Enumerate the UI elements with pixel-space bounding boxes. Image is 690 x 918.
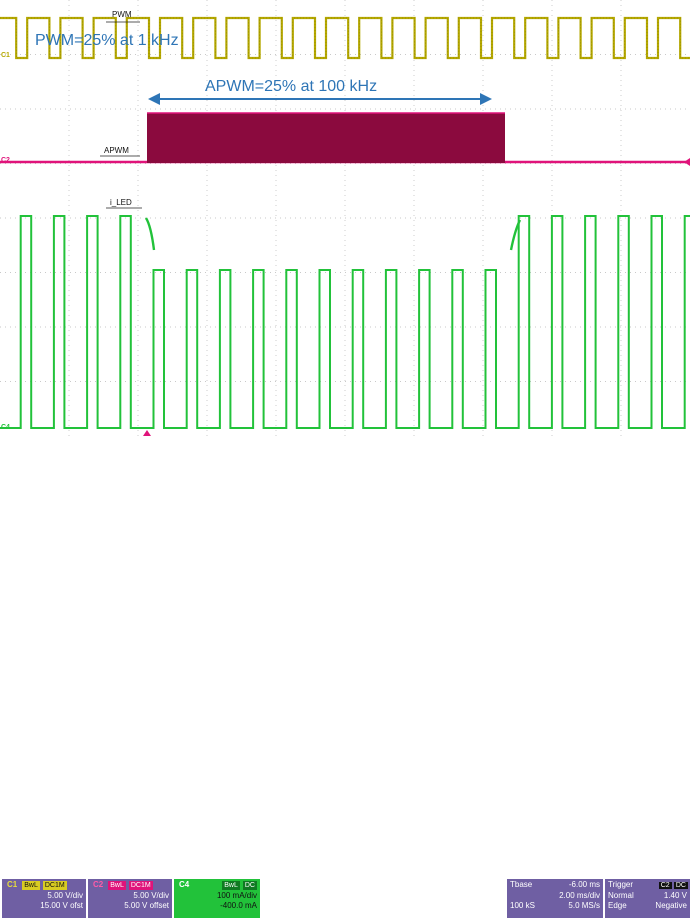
trigger-type: Edge (608, 901, 627, 910)
trigger-position-marker (143, 430, 151, 436)
status-bar: C1 BwL DC1M 5.00 V/div 15.00 V ofst C2 B… (0, 436, 690, 918)
c2-ground-marker[interactable]: C2 (1, 157, 10, 164)
c1-volts-per-div: 5.00 V/div (47, 891, 83, 900)
timebase-panel[interactable]: Tbase -6.00 ms 2.00 ms/div 100 kS 5.0 MS… (507, 879, 603, 918)
apwm-trace-label: APWM (104, 146, 129, 155)
c1-ground-marker[interactable]: C1 (1, 52, 10, 59)
apwm-annotation: APWM=25% at 100 kHz (205, 78, 378, 95)
c1-bw-badge: BwL (22, 880, 40, 890)
c2-bw-badge: BwL (108, 880, 126, 890)
pwm-noise (0, 17, 690, 59)
c4-ground-marker[interactable]: C4 (1, 424, 10, 431)
trigger-slope: Negative (655, 901, 687, 910)
iled-decay-transient (144, 217, 156, 251)
apwm-arrow-left (148, 93, 160, 105)
c1-tag: C1 (7, 880, 18, 889)
iled-trace-label: i_LED (110, 198, 132, 207)
c4-amps-per-div: 100 mA/div (216, 891, 257, 900)
timebase-delay: -6.00 ms (568, 880, 600, 889)
waveform-display: PWM=25% at 1 kHz APWM=25% at 100 kHz PWM… (0, 0, 690, 436)
waveform-plot (0, 0, 690, 436)
pwm-trace-label: PWM (112, 10, 132, 19)
apwm-burst (147, 113, 505, 163)
trigger-label: Trigger (608, 880, 634, 889)
c2-offset: 5.00 V offset (124, 901, 169, 910)
timebase-scale: 2.00 ms/div (559, 891, 600, 900)
channel-panel-c1[interactable]: C1 BwL DC1M 5.00 V/div 15.00 V ofst (2, 879, 86, 918)
c1-coupling-badge: DC1M (42, 880, 67, 890)
c4-tag: C4 (179, 880, 190, 889)
trigger-panel[interactable]: Trigger C2 DC Normal 1.40 V Edge Negativ… (605, 879, 690, 918)
iled-waveform (0, 215, 690, 429)
trigger-source-badge: C2 (658, 882, 672, 889)
pwm-annotation: PWM=25% at 1 kHz (35, 32, 179, 49)
c4-bw-badge: BwL (222, 880, 240, 890)
c2-coupling-badge: DC1M (128, 880, 153, 890)
channel-panel-c4[interactable]: C4 BwL DC 100 mA/div -400.0 mA (174, 879, 260, 918)
c2-level-marker (684, 158, 690, 166)
trigger-level: 1.40 V (663, 891, 687, 900)
c1-offset: 15.00 V ofst (40, 901, 83, 910)
trigger-coupling-badge: DC (673, 882, 688, 889)
apwm-arrow-right (480, 93, 492, 105)
c4-coupling-badge: DC (242, 880, 257, 890)
c2-volts-per-div: 5.00 V/div (133, 891, 169, 900)
timebase-label: Tbase (510, 880, 533, 889)
iled-rise-transient (509, 219, 522, 251)
timebase-rate: 5.0 MS/s (568, 901, 600, 910)
c4-offset: -400.0 mA (220, 901, 257, 910)
c2-tag: C2 (93, 880, 104, 889)
trigger-mode: Normal (608, 891, 634, 900)
timebase-points: 100 kS (510, 901, 535, 910)
channel-panel-c2[interactable]: C2 BwL DC1M 5.00 V/div 5.00 V offset (88, 879, 172, 918)
